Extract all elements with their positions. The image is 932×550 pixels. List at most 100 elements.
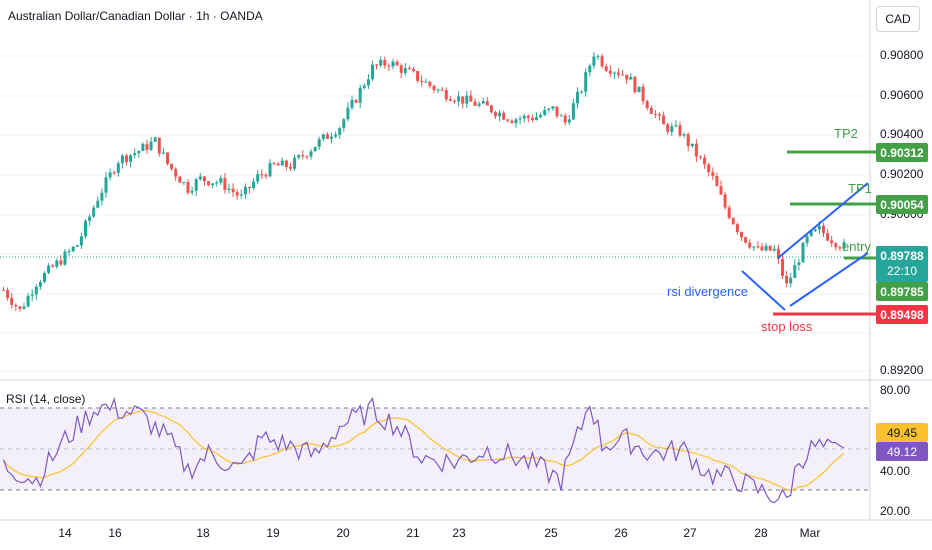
candle-body <box>465 95 469 104</box>
symbol-title[interactable]: Australian Dollar/Canadian Dollar · 1h ·… <box>8 9 263 23</box>
candle-body <box>481 101 485 104</box>
candle-body <box>633 76 637 93</box>
candle-body <box>699 156 702 158</box>
rsi-indicator-label[interactable]: RSI (14, close) <box>6 392 86 406</box>
candle-body <box>592 56 596 66</box>
divergence-line-left[interactable] <box>741 270 786 311</box>
tp2-label[interactable]: TP2 <box>834 126 858 141</box>
candle-body <box>559 115 563 117</box>
candle-body <box>276 163 280 166</box>
candle-body <box>407 68 411 70</box>
channel-upper-line[interactable] <box>777 182 869 259</box>
candle-body <box>51 265 55 267</box>
candle-body <box>84 220 87 237</box>
candle-body <box>694 143 698 157</box>
candle-body <box>59 260 63 265</box>
candle-body <box>10 297 14 305</box>
candle-body <box>305 156 309 158</box>
candle-body <box>731 218 735 225</box>
candle-body <box>313 146 317 152</box>
tp1-label[interactable]: TP1 <box>848 181 872 196</box>
candle-body <box>748 242 752 248</box>
candle-body <box>444 90 448 100</box>
candle-body <box>768 245 772 251</box>
time-tick-label: 26 <box>614 526 628 540</box>
candle-body <box>838 247 842 249</box>
candle-body <box>424 81 428 83</box>
candle-body <box>711 172 715 177</box>
candle-body <box>55 260 59 267</box>
candle-body <box>235 192 239 196</box>
candle-body <box>600 56 604 67</box>
candle-body <box>125 155 128 162</box>
candle-body <box>219 178 223 183</box>
candle-body <box>682 134 686 136</box>
candle-body <box>772 248 776 251</box>
candle-body <box>535 117 538 120</box>
candle-body <box>522 115 526 119</box>
candle-body <box>43 272 46 283</box>
candle-body <box>71 246 75 252</box>
channel-lower-line[interactable] <box>789 252 869 307</box>
currency-button[interactable]: CAD <box>876 6 920 32</box>
candle-body <box>576 91 579 104</box>
candle-body <box>88 216 92 221</box>
rsi-tick-label: 40.00 <box>880 464 911 478</box>
entry-label[interactable]: entry <box>842 239 871 254</box>
tp2-price-tag: 0.90312 <box>876 143 928 162</box>
candle-body <box>604 66 608 71</box>
rsi-ma-value-tag: 49.45 <box>876 423 928 442</box>
candle-body <box>264 174 268 177</box>
candle-body <box>670 126 674 132</box>
candle-body <box>215 182 219 184</box>
candle-body <box>178 176 182 183</box>
candle-body <box>580 91 584 93</box>
candle-body <box>678 125 682 136</box>
candle-body <box>744 237 748 243</box>
candle-body <box>797 262 801 265</box>
candle-body <box>371 64 374 80</box>
candle-body <box>555 106 559 117</box>
candle-body <box>145 143 149 150</box>
stop-loss-label[interactable]: stop loss <box>761 319 813 334</box>
candle-body <box>649 107 653 114</box>
candle-body <box>309 151 313 157</box>
candle-body <box>334 134 338 137</box>
candle-body <box>325 134 329 139</box>
candle-body <box>785 275 789 284</box>
candle-body <box>756 246 760 248</box>
divergence-label[interactable]: rsi divergence <box>667 284 748 299</box>
candle-body <box>543 109 547 115</box>
candle-body <box>22 306 26 309</box>
candle-body <box>842 242 846 249</box>
candle-body <box>817 225 821 230</box>
candle-body <box>764 245 768 251</box>
candle-body <box>789 277 793 284</box>
time-tick-label: 23 <box>452 526 466 540</box>
candle-body <box>526 115 530 118</box>
time-tick-label: 28 <box>754 526 768 540</box>
candle-body <box>514 119 518 124</box>
candle-body <box>403 68 407 73</box>
candle-body <box>248 187 251 189</box>
candle-body <box>645 101 649 108</box>
candle-body <box>448 99 452 101</box>
candle-body <box>485 101 489 106</box>
candle-body <box>674 125 678 127</box>
candle-body <box>346 107 350 120</box>
time-tick-label: 27 <box>683 526 697 540</box>
candle-body <box>719 186 723 195</box>
candle-body <box>563 115 567 123</box>
candle-body <box>280 160 284 166</box>
candle-body <box>194 179 198 191</box>
candle-body <box>166 152 169 164</box>
candle-body <box>658 114 661 116</box>
candle-body <box>596 56 600 58</box>
candle-body <box>26 295 30 307</box>
candle-body <box>30 294 34 296</box>
current-price-tag: 0.89788 22:10 <box>876 246 928 282</box>
candle-body <box>420 80 424 83</box>
candle-body <box>14 304 18 307</box>
candle-body <box>366 79 370 86</box>
